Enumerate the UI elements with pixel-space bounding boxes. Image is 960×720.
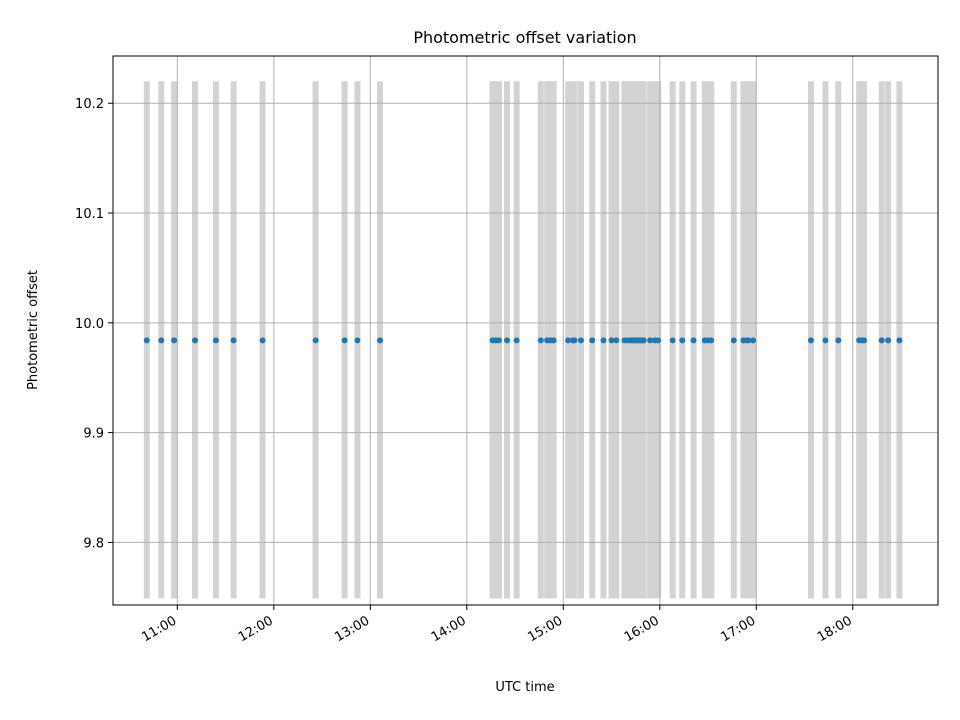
- data-point: [589, 337, 596, 344]
- data-point: [192, 337, 199, 344]
- data-point: [577, 337, 584, 344]
- data-point: [878, 337, 885, 344]
- data-point: [571, 337, 578, 344]
- data-point: [600, 337, 607, 344]
- data-point: [376, 337, 383, 344]
- data-point: [690, 337, 697, 344]
- data-point: [640, 337, 647, 344]
- data-point: [861, 337, 868, 344]
- y-tick-label: 9.8: [83, 536, 104, 551]
- data-point: [312, 337, 319, 344]
- data-point: [730, 337, 737, 344]
- data-point: [896, 337, 903, 344]
- data-point: [537, 337, 544, 344]
- data-point: [230, 337, 237, 344]
- y-tick-label: 10.2: [75, 97, 104, 112]
- data-point: [171, 337, 178, 344]
- data-point: [647, 337, 654, 344]
- plot-area: 11:00 12:00 13:00 14:00 15:00 16:00 17:00 18:00…: [75, 55, 939, 645]
- data-point: [504, 337, 511, 344]
- data-point: [143, 337, 150, 344]
- chart-title: Photometric offset variation: [413, 28, 636, 47]
- data-point: [341, 337, 348, 344]
- data-point: [669, 337, 676, 344]
- y-axis-label: Photometric offset: [26, 270, 41, 390]
- data-point: [835, 337, 842, 344]
- data-point: [212, 337, 219, 344]
- data-point: [807, 337, 814, 344]
- data-point: [259, 337, 266, 344]
- data-point: [750, 337, 757, 344]
- data-point: [550, 337, 557, 344]
- data-point: [513, 337, 520, 344]
- x-axis-label: UTC time: [495, 680, 554, 695]
- data-point: [885, 337, 892, 344]
- y-tick-label: 10.0: [75, 317, 104, 332]
- data-point: [608, 337, 615, 344]
- data-point: [565, 337, 572, 344]
- data-point: [679, 337, 686, 344]
- y-tick-label: 10.1: [75, 207, 104, 222]
- data-point: [158, 337, 165, 344]
- data-point: [655, 337, 662, 344]
- data-point: [708, 337, 715, 344]
- data-point: [495, 337, 502, 344]
- y-tick-label: 9.9: [83, 427, 104, 442]
- data-point: [822, 337, 829, 344]
- data-point: [745, 337, 752, 344]
- data-point: [354, 337, 361, 344]
- plot-frame: [112, 55, 939, 606]
- data-point: [613, 337, 620, 344]
